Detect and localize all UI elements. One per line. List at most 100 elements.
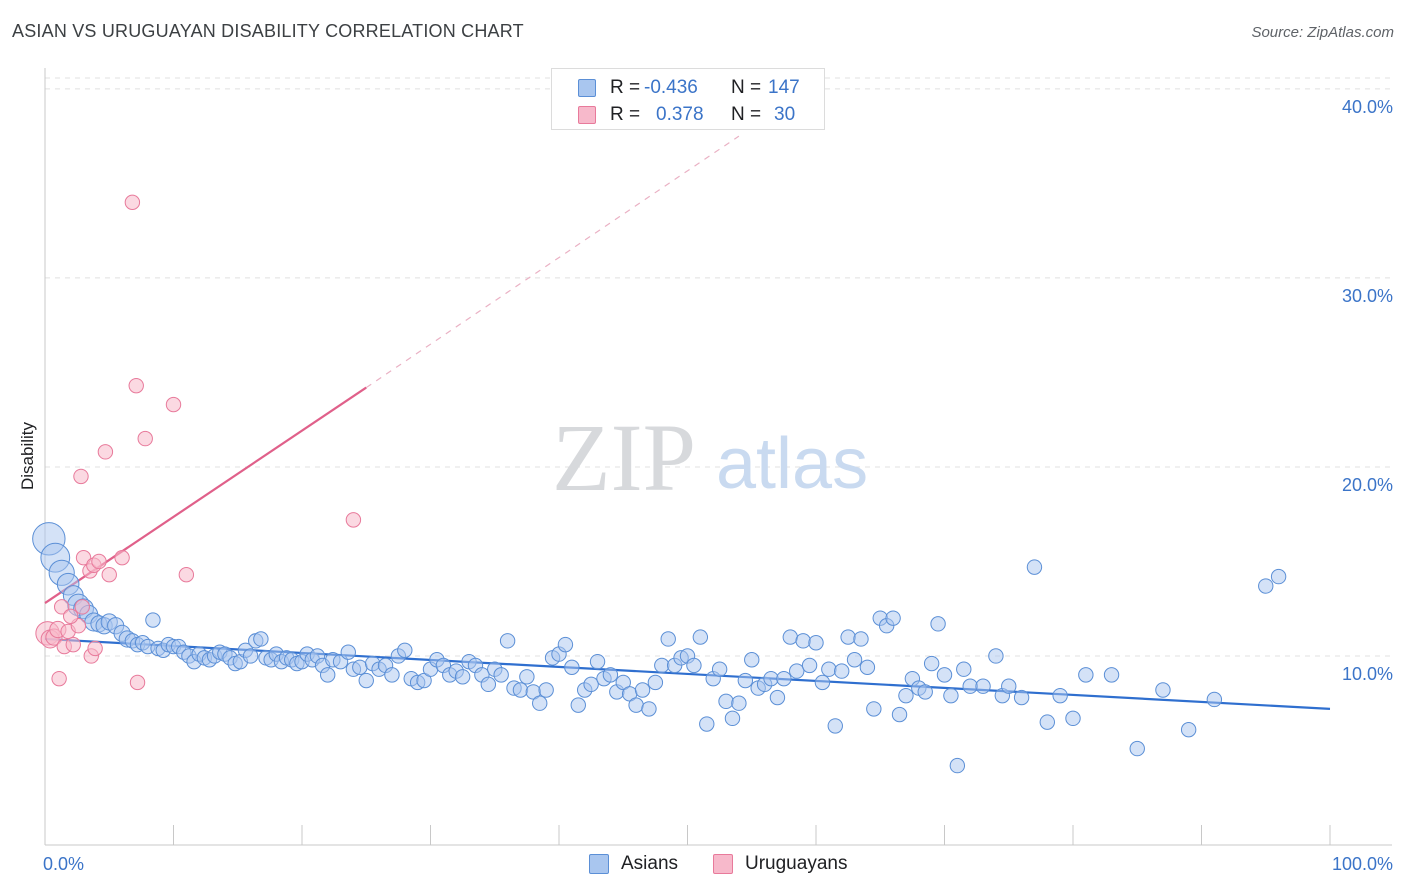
asian-point: [776, 670, 792, 687]
legend-r-label: R =: [610, 77, 641, 98]
asian-point: [962, 678, 978, 694]
asian-point: [936, 667, 953, 683]
legend-label-uruguayans: Uruguayans: [745, 853, 848, 874]
uruguayan-point: [54, 599, 70, 615]
uruguayan-point: [73, 468, 89, 485]
asian-point: [763, 670, 779, 687]
asian-point: [602, 667, 619, 683]
asian-point: [866, 701, 882, 717]
asian-point: [782, 629, 798, 645]
asian-point: [340, 644, 356, 660]
asian-point: [512, 682, 529, 698]
uruguayan-point: [91, 553, 107, 570]
asian-point: [821, 661, 837, 677]
asian-point: [253, 631, 269, 647]
asian-point: [557, 636, 574, 653]
watermark-zip: ZIP: [552, 404, 696, 511]
uruguayan-point: [124, 194, 141, 211]
asian-point: [1206, 691, 1223, 708]
legend-n-value: 30: [774, 104, 796, 125]
asian-point: [699, 716, 715, 732]
asian-point: [647, 674, 664, 691]
asian-point: [570, 697, 586, 713]
asian-point: [480, 676, 497, 693]
asian-point: [789, 663, 805, 679]
asian-point: [923, 655, 940, 672]
data-points: [32, 194, 1287, 774]
asian-point: [744, 652, 760, 668]
legend-label-asians: Asians: [621, 853, 679, 874]
uruguayan-point: [62, 608, 79, 624]
uruguayan-point: [345, 512, 362, 528]
asian-point: [917, 684, 933, 700]
uruguayan-point: [101, 566, 117, 583]
asian-point: [358, 672, 374, 689]
asian-point: [769, 689, 786, 706]
legend-swatch-uruguayans: [578, 106, 596, 124]
asian-point: [564, 659, 580, 676]
asian-point: [641, 701, 657, 717]
uruguayan-point: [128, 377, 144, 394]
asian-point: [242, 648, 259, 664]
asian-point: [532, 695, 548, 711]
asian-point: [808, 635, 824, 651]
asian-point: [859, 659, 876, 676]
legend-swatch-asians: [578, 79, 596, 97]
asian-point: [737, 672, 754, 689]
asian-point: [1180, 721, 1197, 738]
axes: [44, 68, 1392, 846]
legend-row-asians: R = -0.436 N = 147: [552, 75, 824, 101]
source-credit: Source: ZipAtlas.com: [1251, 24, 1394, 41]
asian-point: [1258, 578, 1274, 594]
x-tick-label: 0.0%: [43, 854, 84, 874]
y-tick-label: 20.0%: [1342, 475, 1393, 495]
legend-swatch-uruguayans: [713, 854, 733, 874]
asian-point: [891, 706, 908, 723]
uruguayans-trend-extension: [365, 135, 740, 389]
asian-point: [692, 629, 709, 645]
asian-point: [731, 695, 747, 711]
asian-point: [583, 676, 599, 693]
asian-point: [1039, 714, 1056, 730]
asian-point: [975, 678, 991, 694]
asian-point: [1001, 678, 1017, 694]
gridlines: [45, 77, 1395, 657]
watermark: ZIP atlas: [552, 404, 868, 511]
asian-point: [519, 669, 535, 685]
legend-n-value: 147: [768, 77, 800, 98]
asian-point: [352, 659, 368, 676]
tick-labels: 10.0% 20.0% 30.0% 40.0% 0.0% 100.0%: [43, 97, 1393, 874]
asian-point: [853, 631, 869, 647]
uruguayan-point: [165, 396, 182, 413]
asian-point: [1078, 667, 1094, 683]
asian-point: [1155, 682, 1171, 698]
asian-point: [320, 667, 336, 683]
asian-point: [1052, 687, 1068, 704]
asian-point: [397, 642, 413, 659]
asian-point: [686, 657, 702, 674]
correlation-legend: R = -0.436 N = 147 R = 0.378 N = 30: [551, 68, 825, 130]
asian-point: [654, 657, 670, 674]
legend-swatch-asians: [589, 854, 609, 874]
asian-point: [1270, 568, 1287, 585]
asian-point: [956, 661, 972, 677]
legend-r-label: R =: [610, 104, 641, 125]
asian-point: [628, 697, 644, 713]
asian-point: [1129, 740, 1145, 757]
series-legend: Asians Uruguayans: [0, 850, 1406, 878]
legend-r-value: -0.436: [644, 77, 698, 98]
asian-point: [885, 610, 901, 626]
asian-point: [499, 633, 516, 649]
asian-point: [454, 669, 471, 685]
chart-title: ASIAN VS URUGUAYAN DISABILITY CORRELATIO…: [12, 21, 524, 41]
uruguayan-point: [74, 599, 90, 615]
legend-n-label: N =: [731, 104, 762, 125]
asian-point: [538, 682, 554, 698]
asian-point: [660, 631, 676, 647]
legend-n-label: N =: [731, 77, 762, 98]
asian-point: [718, 693, 734, 710]
asian-point: [827, 718, 843, 734]
legend-r-value: 0.378: [656, 104, 704, 125]
asian-point: [1013, 689, 1030, 706]
asian-point: [1103, 667, 1120, 683]
